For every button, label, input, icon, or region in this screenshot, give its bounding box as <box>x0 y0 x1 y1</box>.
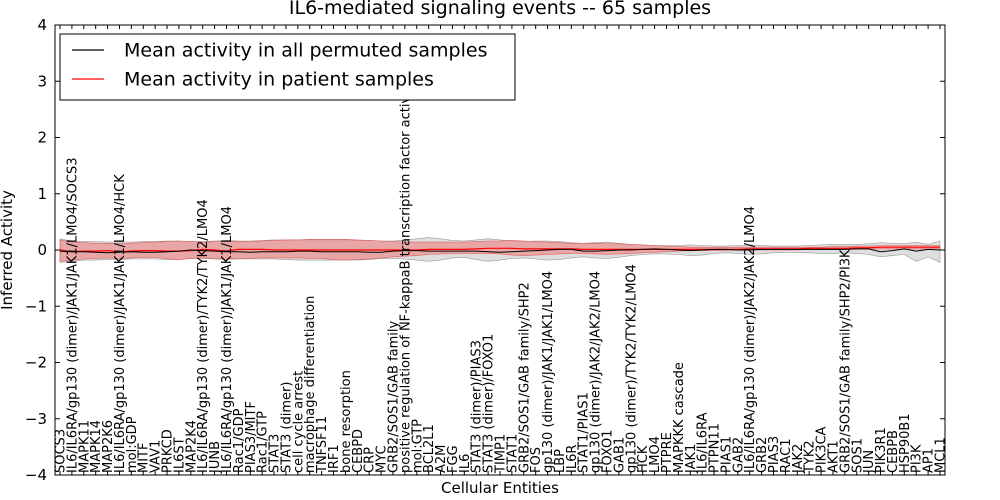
x-tick-label: JAK1 <box>684 444 699 474</box>
x-tick-label: TYK2 <box>803 440 818 474</box>
y-tick-label: −4 <box>25 466 47 484</box>
x-tick-label: gp130 (dimer)/JAK2/JAK2/LMO4 <box>589 271 604 473</box>
x-tick-label: PIAS3/MITF <box>244 401 259 473</box>
x-tick-label: Rac1/GTP <box>256 411 271 473</box>
x-tick-label: LBP <box>553 449 568 473</box>
x-tick-label: IL6/IL6RA/gp130 (dimer)/JAK1/JAK1/LMO4/H… <box>113 174 128 473</box>
x-tick-label: GRB2/SOS1/GAB family <box>387 320 402 473</box>
x-tick-label: gp130 (dimer)/TYK2/TYK2/LMO4 <box>624 264 639 473</box>
y-tick-label: 4 <box>37 16 47 34</box>
plot-frame <box>54 24 946 476</box>
x-tick-label: MYC <box>375 445 390 473</box>
x-tick-label: STAT1/PIAS1 <box>577 392 592 473</box>
line-permuted <box>59 248 941 254</box>
y-tick-label: 3 <box>37 72 47 90</box>
x-tick-label: PRKCD <box>161 429 176 473</box>
line-layer <box>59 246 941 254</box>
x-tick-label: bone resorption <box>339 370 354 473</box>
x-tick-label: PTPRE <box>660 432 675 473</box>
y-tick-layer: 4 3 2 1 0 −1 −2 −3 −4 <box>25 16 945 484</box>
x-tick-label: GAB1 <box>612 437 627 473</box>
x-tick-label: STAT3 (dimer)/FOXO1 <box>482 334 497 473</box>
legend-label-permuted: Mean activity in all permuted samples <box>124 40 487 62</box>
x-tick-label: PIAS3 <box>767 436 782 473</box>
x-tick-label: MAPKKK cascade <box>672 362 687 473</box>
x-tick-label: IL6 <box>458 454 473 473</box>
x-tick-label: PIAS1 <box>719 436 734 473</box>
legend: Mean activity in all permuted samples Me… <box>59 33 516 101</box>
x-tick-label: positive regulation of NF-kappaB transcr… <box>398 79 413 473</box>
x-tick-label: PIK3CA <box>815 426 830 473</box>
x-tick-label: HSP90B1 <box>898 413 913 473</box>
x-tick-label: FGG <box>446 445 461 473</box>
y-tick-label: 1 <box>37 185 47 203</box>
y-tick-label: 0 <box>37 241 47 259</box>
legend-box <box>59 33 516 101</box>
x-tick-label: MAPK11 <box>77 420 92 473</box>
y-tick-label: 2 <box>37 129 47 147</box>
x-tick-label: VAV1 <box>149 440 164 473</box>
x-tick-label: IL6/IL6RA/gp130 (dimer)/JAK1/JAK1/LMO4 <box>220 206 235 473</box>
x-tick-label: MAP2K4 <box>184 420 199 473</box>
band-layer <box>59 237 941 263</box>
x-tick-label: IL6/IL6RA/gp130 (dimer)/JAK2/JAK2/LMO4 <box>743 206 758 473</box>
y-tick-label: −2 <box>25 354 47 372</box>
x-tick-label: AP1 <box>922 448 937 473</box>
x-tick-label: MCL1 <box>934 437 949 473</box>
x-tick-label: TIMP1 <box>494 434 509 474</box>
x-tick-label: MAP2K6 <box>101 420 116 473</box>
x-tick-label: RAC1 <box>779 438 794 473</box>
x-tick-label: CEBPD <box>351 429 366 473</box>
x-tick-label: CRP <box>363 447 378 473</box>
y-tick-label: −1 <box>25 297 47 315</box>
x-tick-label: GRB2/SOS1/GAB family/SHP2 <box>517 282 532 473</box>
x-tick-label: LMO4 <box>648 436 663 473</box>
x-tick-label: MAPK14 <box>89 420 104 473</box>
x-tick-label: JAK2 <box>791 444 806 474</box>
legend-label-patient: Mean activity in patient samples <box>124 69 434 91</box>
x-tick-label: IL6R <box>565 445 580 473</box>
x-tick-label: gp130 (dimer)/JAK1/JAK1/LMO4 <box>541 271 556 473</box>
x-tick-label: GRB2/SOS1/GAB family/SHP2/PI3K <box>838 249 853 473</box>
x-tick-label: FOS <box>529 447 544 473</box>
x-tick-label: HCK <box>636 445 651 473</box>
band-patient <box>59 239 941 262</box>
x-tick-label: MITF <box>137 443 152 473</box>
x-tick-label: STAT3 <box>268 434 283 473</box>
x-tick-label: IRF1 <box>327 444 342 473</box>
x-tick-label: BCL2L1 <box>422 424 437 473</box>
x-axis-label: Cellular Entities <box>441 479 559 497</box>
x-tick-label: CEBPB <box>886 430 901 473</box>
x-tick-label: PTPN11 <box>708 423 723 473</box>
x-tick-label: PI3K <box>910 444 925 473</box>
x-tick-label: STAT1 <box>505 434 520 473</box>
x-tick-label: FOXO1 <box>601 430 616 473</box>
x-tick-label: TNFSF11 <box>315 416 330 474</box>
x-tick-label: A2M <box>434 445 449 473</box>
x-tick-label: Rac1/GDP <box>232 408 247 473</box>
x-tick-label: cell cycle arrest <box>291 371 306 473</box>
x-tick-label: IL6/IL6RA <box>696 412 711 473</box>
x-tick-label: JUNB <box>208 441 223 474</box>
x-tick-label: PIK3R1 <box>874 427 889 473</box>
x-tick-label: STAT3 (dimer) <box>279 382 294 473</box>
x-tick-label: mol:GDP <box>125 416 140 473</box>
x-tick-label: SOS1 <box>850 438 865 473</box>
x-tick-label: IL6/IL6RA/gp130 (dimer)/TYK2/TYK2/LMO4 <box>196 199 211 473</box>
y-axis-label: Inferred Activity <box>0 190 16 310</box>
x-tick-label: macrophage differentiation <box>303 296 318 473</box>
x-tick-label: mol:GTP <box>410 419 425 473</box>
x-tick-label: AKT1 <box>827 440 842 473</box>
x-tick-label: GAB2 <box>731 437 746 473</box>
chart-title: IL6-mediated signaling events -- 65 samp… <box>289 0 711 19</box>
x-tick-label: JUN <box>862 450 877 474</box>
x-tick-label: GRB2 <box>755 437 770 473</box>
y-tick-label: −3 <box>25 410 47 428</box>
x-tick-label: STAT3 (dimer)/PIAS3 <box>470 340 485 473</box>
x-tick-label: SOCS3 <box>54 429 69 473</box>
x-tick-label: IL6/IL6RA/gp130 (dimer)/JAK1/JAK1/LMO4/S… <box>65 158 80 473</box>
x-tick-label: IL6ST <box>172 437 187 473</box>
